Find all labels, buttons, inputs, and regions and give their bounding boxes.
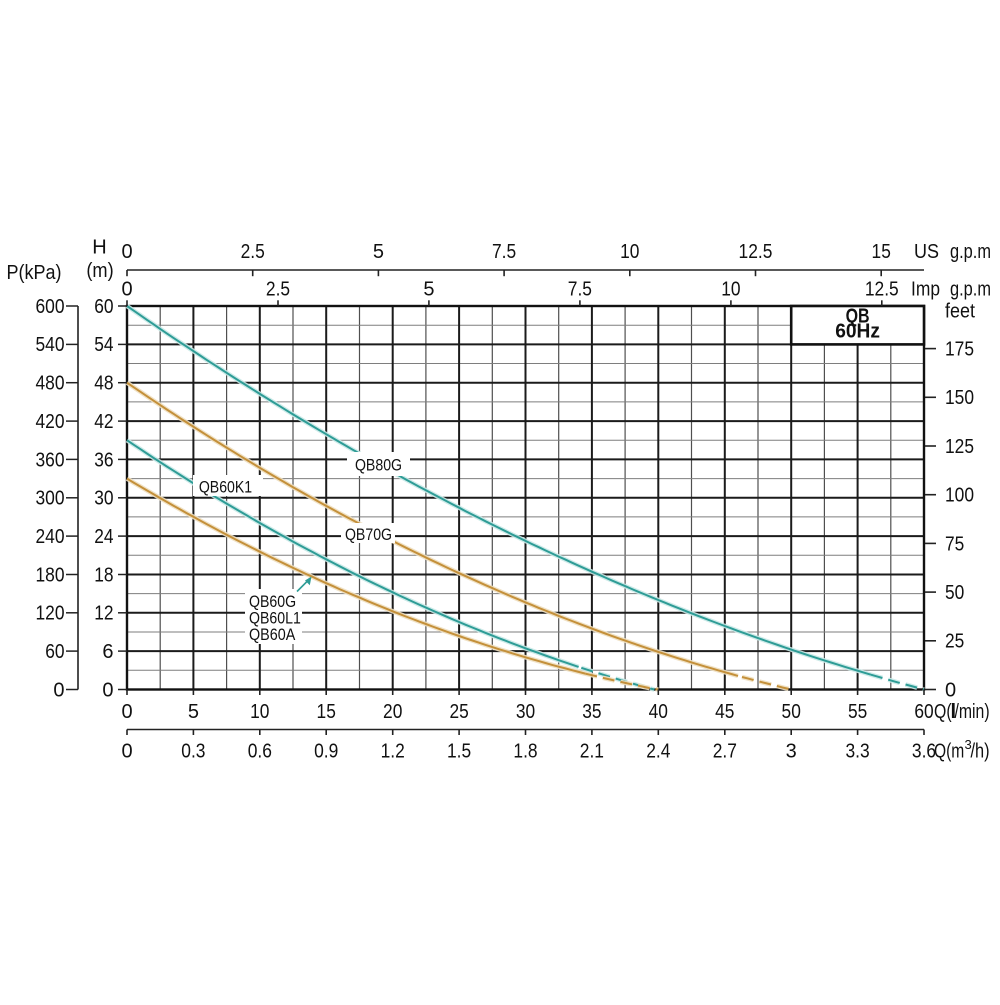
svg-text:(m): (m): [86, 260, 113, 282]
svg-text:0.3: 0.3: [181, 741, 205, 763]
svg-text:60: 60: [45, 641, 64, 663]
svg-text:QB80G: QB80G: [355, 456, 402, 475]
svg-text:60: 60: [94, 296, 113, 318]
svg-text:QB60A: QB60A: [249, 625, 296, 644]
svg-text:1.8: 1.8: [513, 741, 537, 763]
svg-text:/min): /min): [955, 701, 990, 723]
svg-text:100: 100: [945, 485, 974, 507]
svg-text:175: 175: [945, 339, 974, 361]
svg-text:50: 50: [945, 582, 964, 604]
svg-text:H: H: [92, 237, 106, 259]
svg-text:QB60G: QB60G: [249, 592, 296, 611]
svg-text:2.5: 2.5: [266, 279, 290, 301]
svg-text:30: 30: [516, 701, 535, 723]
svg-text:5: 5: [373, 241, 384, 263]
svg-text:g.p.m: g.p.m: [950, 279, 991, 301]
svg-text:2.4: 2.4: [646, 741, 670, 763]
svg-text:25: 25: [449, 701, 468, 723]
svg-text:6: 6: [102, 641, 113, 663]
svg-text:Q(: Q(: [934, 701, 952, 723]
svg-text:36: 36: [94, 449, 113, 471]
svg-text:15: 15: [317, 701, 336, 723]
svg-text:10: 10: [250, 701, 269, 723]
svg-text:US: US: [914, 241, 939, 263]
svg-text:2.7: 2.7: [713, 741, 737, 763]
svg-text:12.5: 12.5: [739, 241, 773, 263]
svg-text:42: 42: [94, 411, 113, 433]
svg-text:/h): /h): [971, 741, 990, 763]
svg-text:60: 60: [914, 701, 933, 723]
svg-text:12: 12: [94, 603, 113, 625]
svg-text:15: 15: [872, 241, 891, 263]
svg-text:45: 45: [715, 701, 734, 723]
svg-text:QB70G: QB70G: [345, 525, 392, 544]
svg-text:360: 360: [36, 449, 65, 471]
svg-text:0: 0: [121, 279, 132, 301]
svg-text:150: 150: [945, 387, 974, 409]
svg-text:Q(m: Q(m: [934, 741, 964, 763]
svg-text:5: 5: [188, 701, 199, 723]
svg-text:48: 48: [94, 373, 113, 395]
svg-text:QB: QB: [846, 306, 870, 328]
svg-text:QB60K1: QB60K1: [199, 478, 252, 497]
svg-text:3: 3: [786, 741, 797, 763]
svg-text:300: 300: [36, 488, 65, 510]
svg-text:480: 480: [36, 373, 65, 395]
svg-text:60Hz: 60Hz: [835, 321, 880, 343]
svg-text:125: 125: [945, 436, 974, 458]
svg-text:2.5: 2.5: [241, 241, 265, 263]
svg-text:0: 0: [121, 241, 132, 263]
svg-text:35: 35: [582, 701, 601, 723]
svg-text:3: 3: [965, 737, 972, 752]
svg-text:30: 30: [94, 488, 113, 510]
svg-text:180: 180: [36, 564, 65, 586]
svg-text:0.6: 0.6: [248, 741, 272, 763]
svg-text:3.3: 3.3: [846, 741, 870, 763]
svg-text:20: 20: [383, 701, 402, 723]
svg-text:240: 240: [36, 526, 65, 548]
svg-text:1.5: 1.5: [447, 741, 471, 763]
svg-text:7.5: 7.5: [568, 279, 592, 301]
svg-text:40: 40: [649, 701, 668, 723]
svg-text:Imp: Imp: [911, 279, 940, 301]
svg-text:50: 50: [782, 701, 801, 723]
svg-text:2.1: 2.1: [580, 741, 604, 763]
svg-text:600: 600: [36, 296, 65, 318]
svg-text:540: 540: [36, 334, 65, 356]
svg-text:24: 24: [94, 526, 113, 548]
svg-text:5: 5: [423, 279, 434, 301]
svg-text:QB60L1: QB60L1: [249, 609, 301, 628]
svg-text:0: 0: [945, 679, 956, 701]
svg-text:0: 0: [121, 701, 132, 723]
svg-text:25: 25: [945, 631, 964, 653]
svg-text:g.p.m: g.p.m: [950, 241, 991, 263]
svg-text:10: 10: [721, 279, 740, 301]
svg-text:P(kPa): P(kPa): [7, 262, 62, 284]
svg-text:420: 420: [36, 411, 65, 433]
svg-text:0: 0: [53, 679, 64, 701]
svg-text:55: 55: [848, 701, 867, 723]
svg-text:0: 0: [121, 741, 132, 763]
svg-text:0.9: 0.9: [314, 741, 338, 763]
svg-text:feet: feet: [945, 301, 975, 323]
svg-text:54: 54: [94, 334, 113, 356]
svg-text:12.5: 12.5: [865, 279, 899, 301]
svg-text:l: l: [951, 701, 957, 723]
svg-text:7.5: 7.5: [492, 241, 516, 263]
svg-text:75: 75: [945, 533, 964, 555]
svg-text:10: 10: [620, 241, 639, 263]
svg-text:120: 120: [36, 603, 65, 625]
svg-text:3.6: 3.6: [912, 741, 936, 763]
svg-text:1.2: 1.2: [381, 741, 405, 763]
svg-text:18: 18: [94, 564, 113, 586]
svg-text:0: 0: [102, 679, 113, 701]
